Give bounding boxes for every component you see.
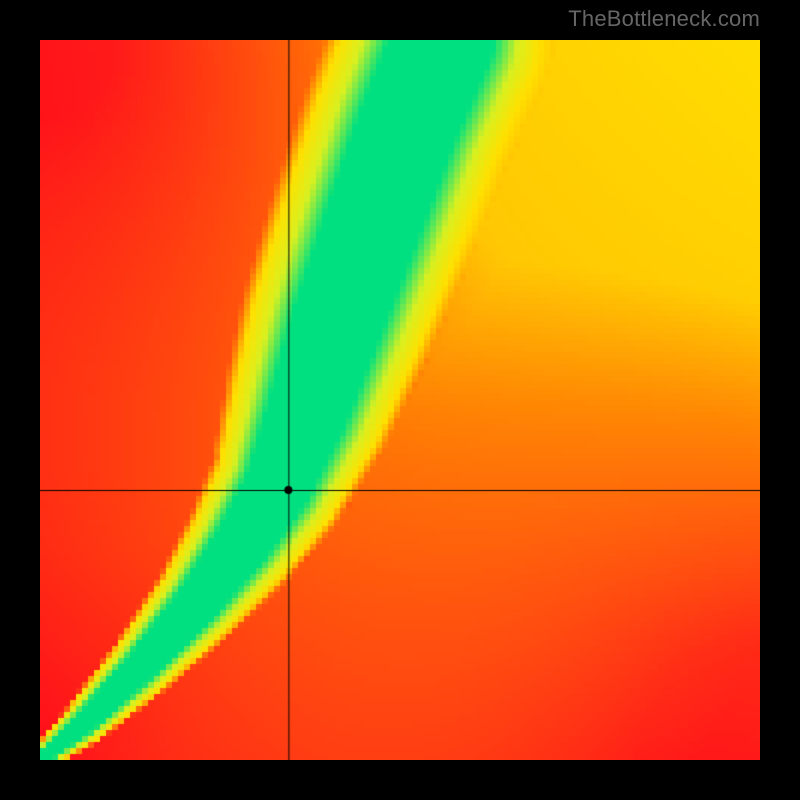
chart-container: TheBottleneck.com xyxy=(0,0,800,800)
watermark-text: TheBottleneck.com xyxy=(568,6,760,32)
bottleneck-heatmap xyxy=(40,40,760,760)
